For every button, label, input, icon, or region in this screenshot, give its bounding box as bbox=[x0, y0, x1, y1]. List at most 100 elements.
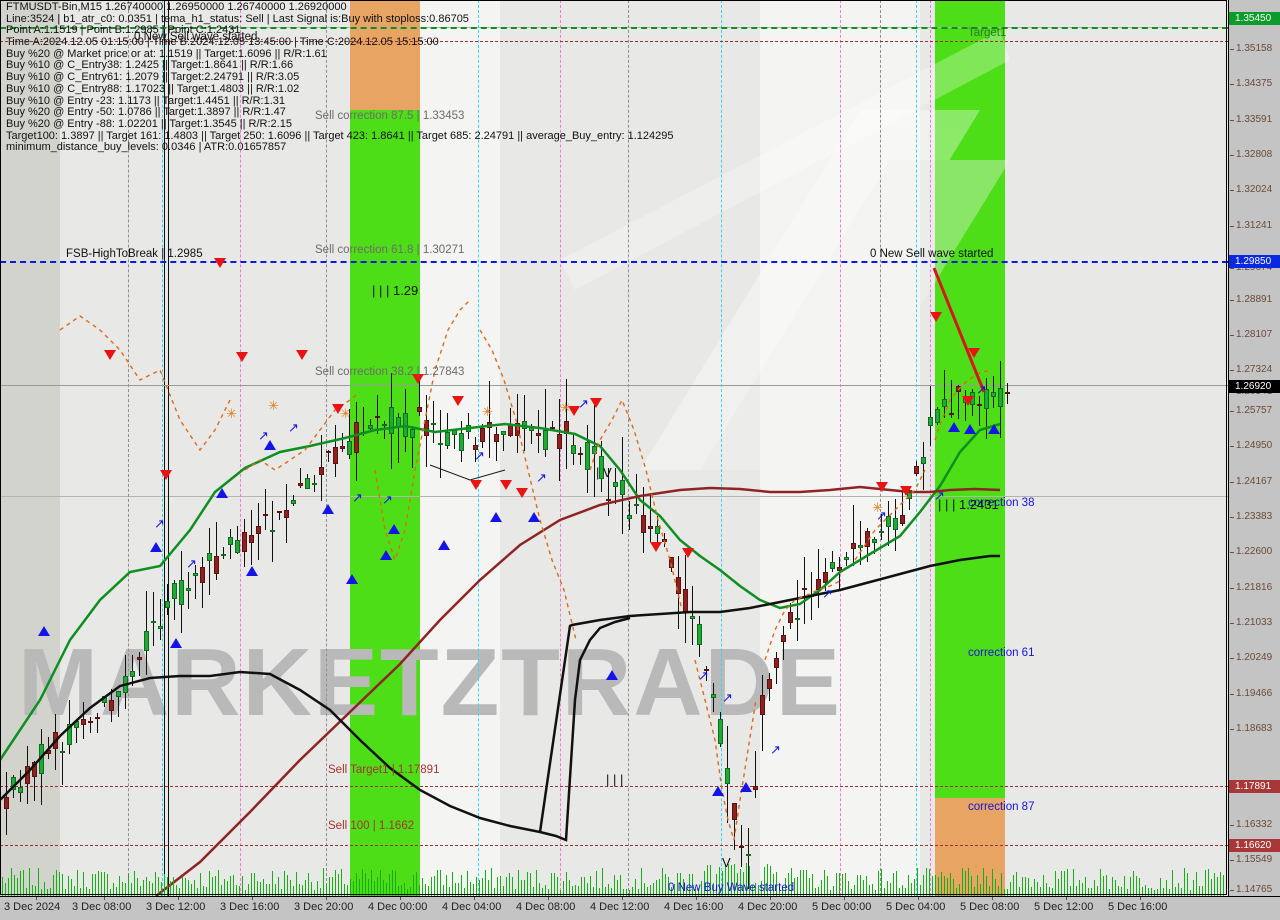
volume-bar bbox=[194, 880, 195, 896]
volume-bar bbox=[1199, 885, 1200, 896]
volume-bar bbox=[137, 877, 138, 896]
time-axis[interactable]: 3 Dec 2024 3 Dec 08:00 3 Dec 12:00 3 Dec 16… bbox=[0, 896, 1280, 920]
volume-bar bbox=[197, 888, 198, 896]
volume-bar bbox=[149, 880, 150, 896]
header-line-4: Buy %20 @ Market price or at: 1.1519 || … bbox=[6, 47, 327, 60]
volume-bar bbox=[878, 870, 879, 896]
volume-bar bbox=[950, 872, 951, 896]
volume-bar bbox=[530, 873, 531, 896]
volume-bar bbox=[443, 884, 444, 896]
volume-bar bbox=[599, 887, 600, 896]
volume-bar bbox=[1184, 868, 1185, 896]
header-line-8: Buy %10 @ Entry -23: 1.1173 || Target:1.… bbox=[6, 94, 286, 107]
trend-tick-icon: ↗ bbox=[536, 470, 547, 485]
volume-bar bbox=[857, 875, 858, 896]
volume-bar bbox=[245, 890, 246, 896]
buy-signal-arrow bbox=[988, 424, 1000, 434]
buy-signal-arrow bbox=[490, 512, 502, 522]
volume-bar bbox=[1034, 879, 1035, 896]
volume-bar bbox=[971, 875, 972, 896]
volume-bar bbox=[998, 886, 999, 896]
volume-bar bbox=[428, 885, 429, 896]
volume-bar bbox=[512, 877, 513, 896]
volume-bar bbox=[932, 875, 933, 896]
volume-bar bbox=[1022, 877, 1023, 896]
volume-bar bbox=[1046, 883, 1047, 896]
volume-bar bbox=[311, 882, 312, 896]
volume-bar bbox=[395, 870, 396, 896]
volume-bar bbox=[851, 889, 852, 896]
volume-bar bbox=[899, 887, 900, 896]
trend-tick-icon: ↗ bbox=[876, 508, 887, 523]
volume-bar bbox=[716, 873, 717, 896]
volume-bar bbox=[485, 869, 486, 896]
volume-bar bbox=[488, 880, 489, 896]
volume-bar bbox=[20, 870, 21, 896]
volume-bar bbox=[1127, 888, 1128, 896]
time-tick-mark bbox=[1066, 897, 1067, 900]
volume-bar bbox=[467, 871, 468, 896]
volume-bar bbox=[539, 882, 540, 896]
time-tick: 5 Dec 12:00 bbox=[1034, 901, 1094, 913]
trend-tick-icon: ↗ bbox=[186, 556, 197, 571]
volume-bar bbox=[29, 868, 30, 896]
time-tick-mark bbox=[178, 897, 179, 900]
volume-bar bbox=[749, 865, 750, 896]
volume-bar bbox=[977, 875, 978, 896]
volume-bar bbox=[80, 888, 81, 896]
volume-bar bbox=[1004, 889, 1005, 896]
volume-bar bbox=[239, 885, 240, 896]
buy-signal-arrow bbox=[712, 786, 724, 796]
volume-bar bbox=[776, 872, 777, 896]
price-axis[interactable]: 1.359651.351581.343751.335911.328081.320… bbox=[1228, 0, 1280, 896]
volume-bar bbox=[62, 873, 63, 896]
volume-bar bbox=[872, 883, 873, 896]
volume-bar bbox=[806, 869, 807, 896]
volume-bar bbox=[452, 871, 453, 896]
volume-bar bbox=[320, 887, 321, 896]
header-line-3: Time A:2024.12.05 01:15:00 | Time B:2024… bbox=[6, 36, 439, 49]
volume-bar bbox=[188, 880, 189, 896]
volume-bar bbox=[1013, 874, 1014, 896]
volume-bar bbox=[494, 888, 495, 896]
volume-bar bbox=[53, 875, 54, 896]
level-line-38 bbox=[0, 385, 1228, 386]
volume-bar bbox=[221, 884, 222, 896]
alert-tick-icon: ✳ bbox=[482, 404, 493, 419]
volume-bar bbox=[812, 873, 813, 896]
volume-bar bbox=[296, 871, 297, 896]
volume-bar bbox=[116, 886, 117, 896]
volume-bar bbox=[290, 880, 291, 896]
volume-bar bbox=[434, 875, 435, 896]
volume-bar bbox=[233, 875, 234, 896]
chart-plot-area[interactable]: MARKETZTRADE bbox=[0, 0, 1228, 896]
volume-bar bbox=[191, 883, 192, 896]
volume-bar bbox=[293, 886, 294, 896]
header-line-1: Line:3524 | b1_atr_c0: 0.0351 | tema_h1_… bbox=[6, 12, 469, 25]
volume-bar bbox=[1094, 880, 1095, 896]
trend-tick-icon: ↗ bbox=[722, 690, 733, 705]
volume-bar bbox=[782, 885, 783, 896]
volume-bar bbox=[644, 883, 645, 896]
volume-bar bbox=[350, 879, 351, 896]
volume-bar bbox=[674, 883, 675, 896]
annotation-price-tick-iv: | V bbox=[596, 465, 612, 480]
annotation-price-tick-12431: | | | 1.2431 bbox=[938, 497, 999, 512]
volume-bar bbox=[881, 869, 882, 896]
volume-bar bbox=[1142, 887, 1143, 896]
volume-bar bbox=[203, 885, 204, 896]
volume-bar bbox=[755, 883, 756, 896]
volume-bar bbox=[596, 871, 597, 896]
volume-bar bbox=[287, 874, 288, 896]
header-line-2: Point A:1.1519 | Point B:1.2985 | Point … bbox=[6, 24, 241, 37]
volume-bar bbox=[1076, 885, 1077, 896]
volume-bar bbox=[299, 883, 300, 896]
volume-bar bbox=[362, 869, 363, 896]
volume-bar bbox=[620, 875, 621, 896]
annotation-sell-target1: Sell Target1 | 1.17891 bbox=[328, 764, 440, 776]
volume-bar bbox=[821, 879, 822, 896]
volume-bar bbox=[1145, 885, 1146, 896]
volume-bar bbox=[515, 888, 516, 896]
annotation-new-sell-wave-right: 0 New Sell wave started bbox=[870, 248, 994, 260]
volume-bar bbox=[1148, 887, 1149, 896]
